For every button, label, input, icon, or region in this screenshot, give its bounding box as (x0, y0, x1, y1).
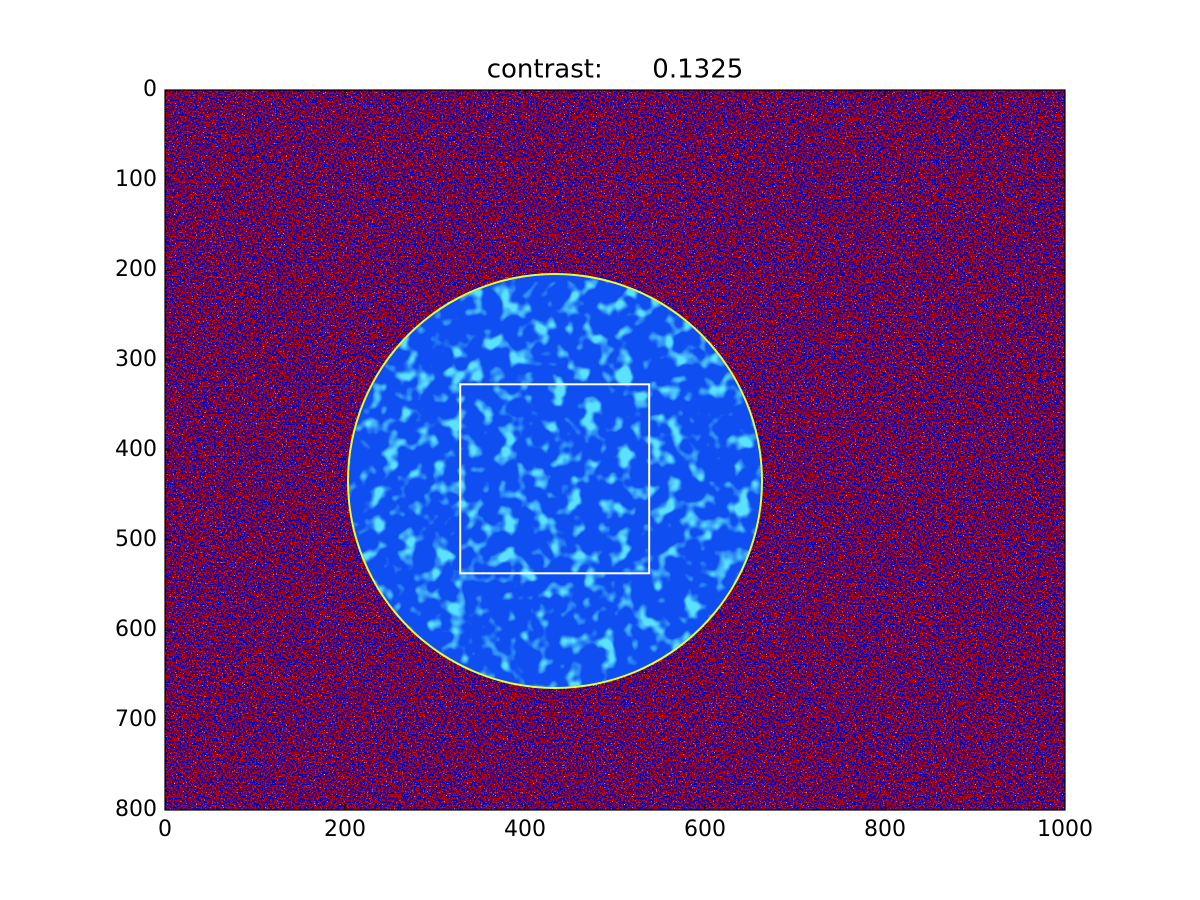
x-tick-label: 600 (684, 817, 726, 842)
x-tick-label: 0 (158, 817, 172, 842)
y-tick-label: 0 (143, 77, 157, 102)
x-tick-label: 1000 (1037, 817, 1093, 842)
roi-rectangle (459, 383, 651, 575)
y-tick-label: 700 (115, 707, 157, 732)
x-tick-label: 200 (324, 817, 366, 842)
y-tick-label: 100 (115, 167, 157, 192)
y-tick-label: 200 (115, 257, 157, 282)
image (165, 90, 1065, 810)
y-tick-label: 300 (115, 347, 157, 372)
y-tick-label: 400 (115, 437, 157, 462)
y-tick-label: 800 (115, 797, 157, 822)
chart-title: contrast: 0.1325 (487, 55, 744, 85)
disk-texture (349, 275, 761, 687)
y-tick-label: 600 (115, 617, 157, 642)
x-tick-label: 400 (504, 817, 546, 842)
y-tick-label: 500 (115, 527, 157, 552)
x-tick-label: 800 (864, 817, 906, 842)
